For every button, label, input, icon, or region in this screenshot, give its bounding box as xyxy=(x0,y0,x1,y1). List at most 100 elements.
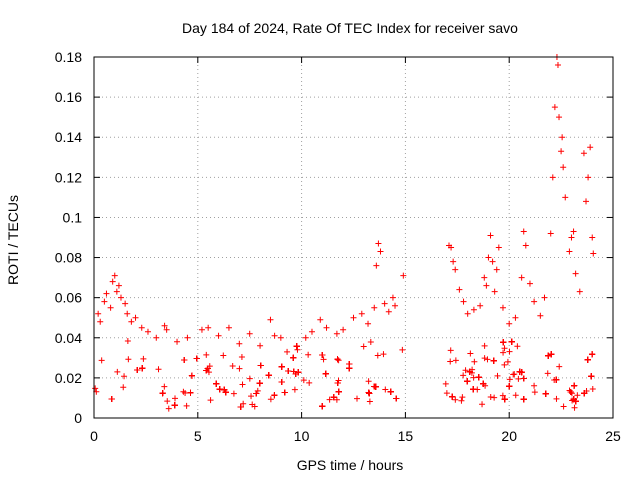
band-point xyxy=(487,394,494,401)
band-point xyxy=(520,396,527,403)
data-point xyxy=(452,266,459,273)
data-point xyxy=(470,306,477,313)
band-point xyxy=(92,385,99,392)
band-point xyxy=(193,355,200,362)
band-point xyxy=(506,383,513,390)
band-point xyxy=(306,379,313,386)
band-point xyxy=(501,361,508,368)
band-point xyxy=(285,368,292,375)
band-point xyxy=(305,351,312,358)
band-point xyxy=(584,356,591,363)
band-point xyxy=(165,405,172,412)
band-point xyxy=(335,388,342,395)
band-point xyxy=(567,388,574,395)
band-point xyxy=(480,380,487,387)
band-point xyxy=(265,372,272,379)
band-point xyxy=(479,401,486,408)
band-point xyxy=(183,402,190,409)
data-point xyxy=(174,338,181,345)
data-point xyxy=(464,310,471,317)
band-point xyxy=(515,375,522,382)
band-point xyxy=(545,352,552,359)
band-point xyxy=(500,349,507,356)
data-point xyxy=(124,310,131,317)
band-point xyxy=(490,357,497,364)
band-point xyxy=(382,386,389,393)
data-point xyxy=(246,330,253,337)
data-point xyxy=(294,346,301,353)
data-point xyxy=(144,328,151,335)
data-point xyxy=(184,334,191,341)
band-point xyxy=(187,389,194,396)
band-point xyxy=(499,392,506,399)
band-point xyxy=(320,356,327,363)
data-point xyxy=(138,324,145,331)
data-point xyxy=(111,272,118,279)
band-point xyxy=(506,348,513,355)
band-point xyxy=(207,397,214,404)
band-point xyxy=(475,374,482,381)
band-point xyxy=(514,343,521,350)
band-point xyxy=(548,351,555,358)
band-point xyxy=(230,390,237,397)
band-point xyxy=(449,393,456,400)
band-point xyxy=(452,357,459,364)
band-point xyxy=(290,354,297,361)
band-point xyxy=(172,395,179,402)
data-point xyxy=(456,286,463,293)
band-point xyxy=(372,383,379,390)
band-point xyxy=(571,382,578,389)
band-point xyxy=(114,368,121,375)
data-point xyxy=(385,308,392,315)
band-point xyxy=(295,369,302,376)
data-point xyxy=(375,240,382,247)
band-point xyxy=(204,365,211,372)
data-point xyxy=(161,322,168,329)
data-point xyxy=(277,334,284,341)
data-point xyxy=(113,288,120,295)
band-point xyxy=(239,381,246,388)
chart-title: Day 184 of 2024, Rate Of TEC Index for r… xyxy=(182,20,518,36)
band-point xyxy=(494,372,501,379)
band-point xyxy=(442,380,449,387)
data-point xyxy=(302,334,309,341)
band-point xyxy=(124,337,131,344)
band-point xyxy=(470,374,477,381)
band-point xyxy=(464,378,471,385)
band-point xyxy=(491,394,498,401)
band-point xyxy=(481,355,488,362)
data-point xyxy=(448,244,455,251)
band-point xyxy=(319,352,326,359)
band-point xyxy=(229,362,236,369)
band-point xyxy=(281,389,288,396)
band-point xyxy=(500,339,507,346)
band-point xyxy=(452,396,459,403)
band-point xyxy=(254,387,261,394)
data-point xyxy=(107,304,114,311)
band-point xyxy=(589,385,596,392)
band-point xyxy=(365,389,372,396)
data-point xyxy=(389,294,396,301)
band-point xyxy=(399,346,406,353)
band-point xyxy=(531,389,538,396)
data-point xyxy=(128,318,135,325)
data-point xyxy=(101,298,108,305)
band-point xyxy=(544,370,551,377)
band-point xyxy=(506,376,513,383)
data-point xyxy=(358,310,365,317)
band-point xyxy=(278,378,285,385)
band-point xyxy=(470,386,477,393)
band-point xyxy=(335,357,342,364)
band-point xyxy=(471,358,478,365)
band-point xyxy=(374,352,381,359)
band-point xyxy=(460,372,467,379)
data-point xyxy=(350,314,357,321)
band-point xyxy=(271,392,278,399)
data-point xyxy=(371,304,378,311)
band-point xyxy=(253,390,260,397)
band-point xyxy=(501,396,508,403)
data-point xyxy=(381,300,388,307)
band-point xyxy=(560,403,567,410)
data-point xyxy=(460,298,467,305)
band-point xyxy=(520,375,527,382)
